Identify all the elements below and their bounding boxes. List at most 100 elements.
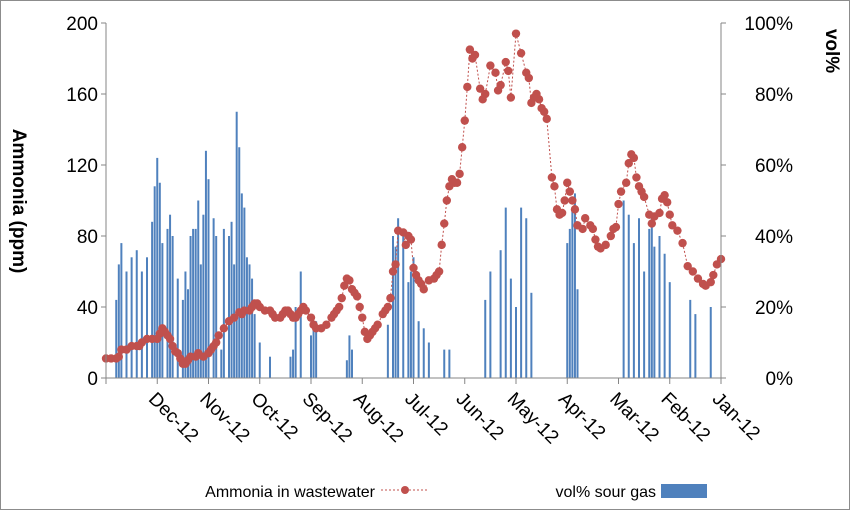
line-point [347, 285, 357, 294]
x-axis-tick-label: Nov-12 [195, 389, 253, 447]
bar [158, 182, 161, 378]
bar [525, 218, 528, 378]
bar [212, 218, 215, 378]
bar [622, 200, 625, 378]
bar [230, 221, 233, 378]
line-point [712, 260, 722, 269]
left-axis-title: Ammonia (ppm) [8, 129, 29, 274]
bar [166, 228, 169, 378]
line-point [442, 196, 452, 205]
bar [484, 299, 487, 378]
line-point [455, 169, 464, 179]
line-point [486, 61, 495, 70]
bar [228, 236, 230, 378]
bar [658, 236, 661, 378]
left-axis-tick-label: 0 [87, 369, 98, 390]
line-point [563, 178, 572, 187]
line-point [235, 308, 244, 317]
line-point [437, 240, 446, 250]
line-point [580, 214, 590, 223]
bar [184, 271, 187, 378]
bar [120, 243, 123, 378]
line-point [309, 320, 318, 329]
bar [204, 150, 207, 378]
bar [448, 349, 451, 378]
line-point [440, 219, 449, 228]
line-point [550, 182, 559, 191]
bar [169, 214, 172, 378]
bar [509, 278, 512, 378]
bars-series [115, 111, 712, 378]
bar [253, 314, 256, 378]
left-axis-tick-label: 200 [66, 14, 98, 35]
bar [245, 257, 248, 378]
bar [202, 214, 205, 378]
bar [417, 321, 420, 378]
line-point [516, 48, 526, 58]
bar [130, 257, 133, 378]
bar [397, 218, 400, 378]
x-axis-tick-label: Sep-12 [298, 389, 356, 447]
line-point [570, 205, 580, 214]
line-point [214, 331, 223, 340]
bar [489, 271, 492, 378]
x-axis-tick-label: Dec-12 [144, 389, 202, 447]
bar [199, 264, 202, 378]
x-axis-tick-label: Jul-12 [400, 389, 451, 440]
bar [189, 236, 192, 378]
bar [694, 314, 697, 378]
line-point [645, 210, 654, 219]
line-point [591, 235, 600, 244]
bar [568, 228, 571, 378]
x-axis-tick-label: Apr-12 [554, 389, 609, 444]
x-axis-tick-label: Jan-12 [708, 389, 764, 445]
line-point [547, 173, 557, 182]
x-axis-tick-label: Feb-12 [657, 389, 714, 446]
bar [412, 257, 415, 378]
line-point [647, 219, 657, 228]
bar [409, 271, 412, 378]
line-point [527, 98, 536, 108]
right-axis-title: vol% [821, 29, 842, 73]
bar [422, 328, 425, 378]
legend: vol% sour gas Ammonia in wastewater [205, 484, 707, 501]
bar [176, 278, 179, 378]
line-point [537, 104, 546, 113]
line-point [522, 68, 531, 77]
line-point [542, 114, 551, 124]
legend-label-bar: vol% sour gas [556, 484, 657, 501]
line-point [465, 45, 475, 54]
bar [151, 221, 154, 378]
left-axis-tick-label: 40 [77, 298, 98, 319]
x-axis-tick-label: May-12 [503, 389, 563, 449]
bar [632, 243, 635, 378]
line-point [504, 66, 513, 76]
x-axis-tick-label: Aug-12 [349, 389, 407, 447]
x-axis-tick-label: Oct-12 [247, 389, 302, 444]
line-point [342, 274, 352, 283]
bar [194, 228, 197, 378]
bar [520, 207, 523, 378]
bar [394, 246, 397, 378]
bar [140, 271, 143, 378]
bar [153, 186, 156, 378]
bar [351, 349, 353, 378]
bar [235, 111, 238, 378]
bar [156, 157, 159, 378]
legend-label-line: Ammonia in wastewater [205, 484, 376, 501]
line-point [632, 173, 641, 182]
bar [392, 236, 394, 378]
line-point [621, 178, 631, 187]
bar [566, 243, 569, 378]
right-axis-tick-label: 0% [766, 369, 794, 390]
line-point [634, 182, 644, 191]
bar [315, 321, 318, 378]
bar [181, 299, 184, 378]
bar [222, 228, 225, 378]
bar [663, 253, 666, 378]
bar [220, 349, 223, 378]
bar [407, 282, 410, 378]
line-point [693, 274, 703, 283]
bar [638, 218, 640, 378]
line-point [573, 221, 582, 230]
